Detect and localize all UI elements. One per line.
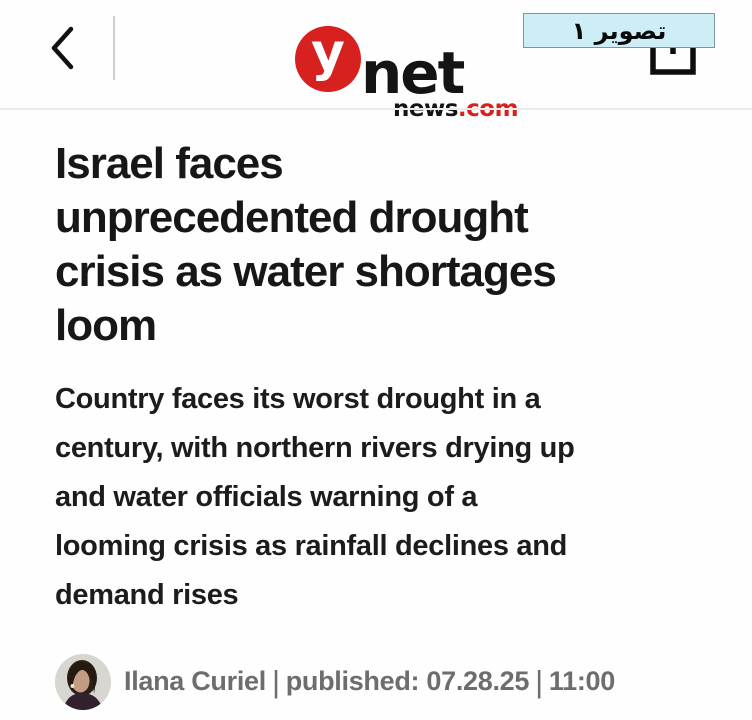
byline-separator: | [271,664,280,699]
article-subheadline: Country faces its worst drought in a cen… [55,383,575,611]
published-date: published: 07.28.25 [285,666,530,696]
article-body: Israel faces unprecedented drought crisi… [0,110,752,710]
byline-text: Ilana Curiel | published: 07.28.25 | 11:00 [124,664,615,700]
article-headline: Israel faces unprecedented drought crisi… [55,139,557,350]
ynet-logo-circle: y [295,26,361,92]
header-divider-vertical [113,16,115,80]
chevron-left-icon [51,26,74,70]
annotation-badge: تصویر ۱ [523,13,715,48]
ynet-logo[interactable]: y net news.com [293,18,519,121]
author-portrait-image [55,654,111,710]
header-divider-horizontal [0,108,752,110]
byline: Ilana Curiel | published: 07.28.25 | 11:00 [55,654,694,710]
author-avatar [55,654,111,710]
ynet-logo-y: y [311,23,345,83]
back-button[interactable] [46,24,80,72]
header-bar: y net news.com تصویر ۱ [0,0,752,121]
author-name: Ilana Curiel [124,666,266,696]
published-time: 11:00 [548,666,615,696]
byline-separator: | [535,664,543,699]
ynet-logo-net: net [361,39,465,107]
